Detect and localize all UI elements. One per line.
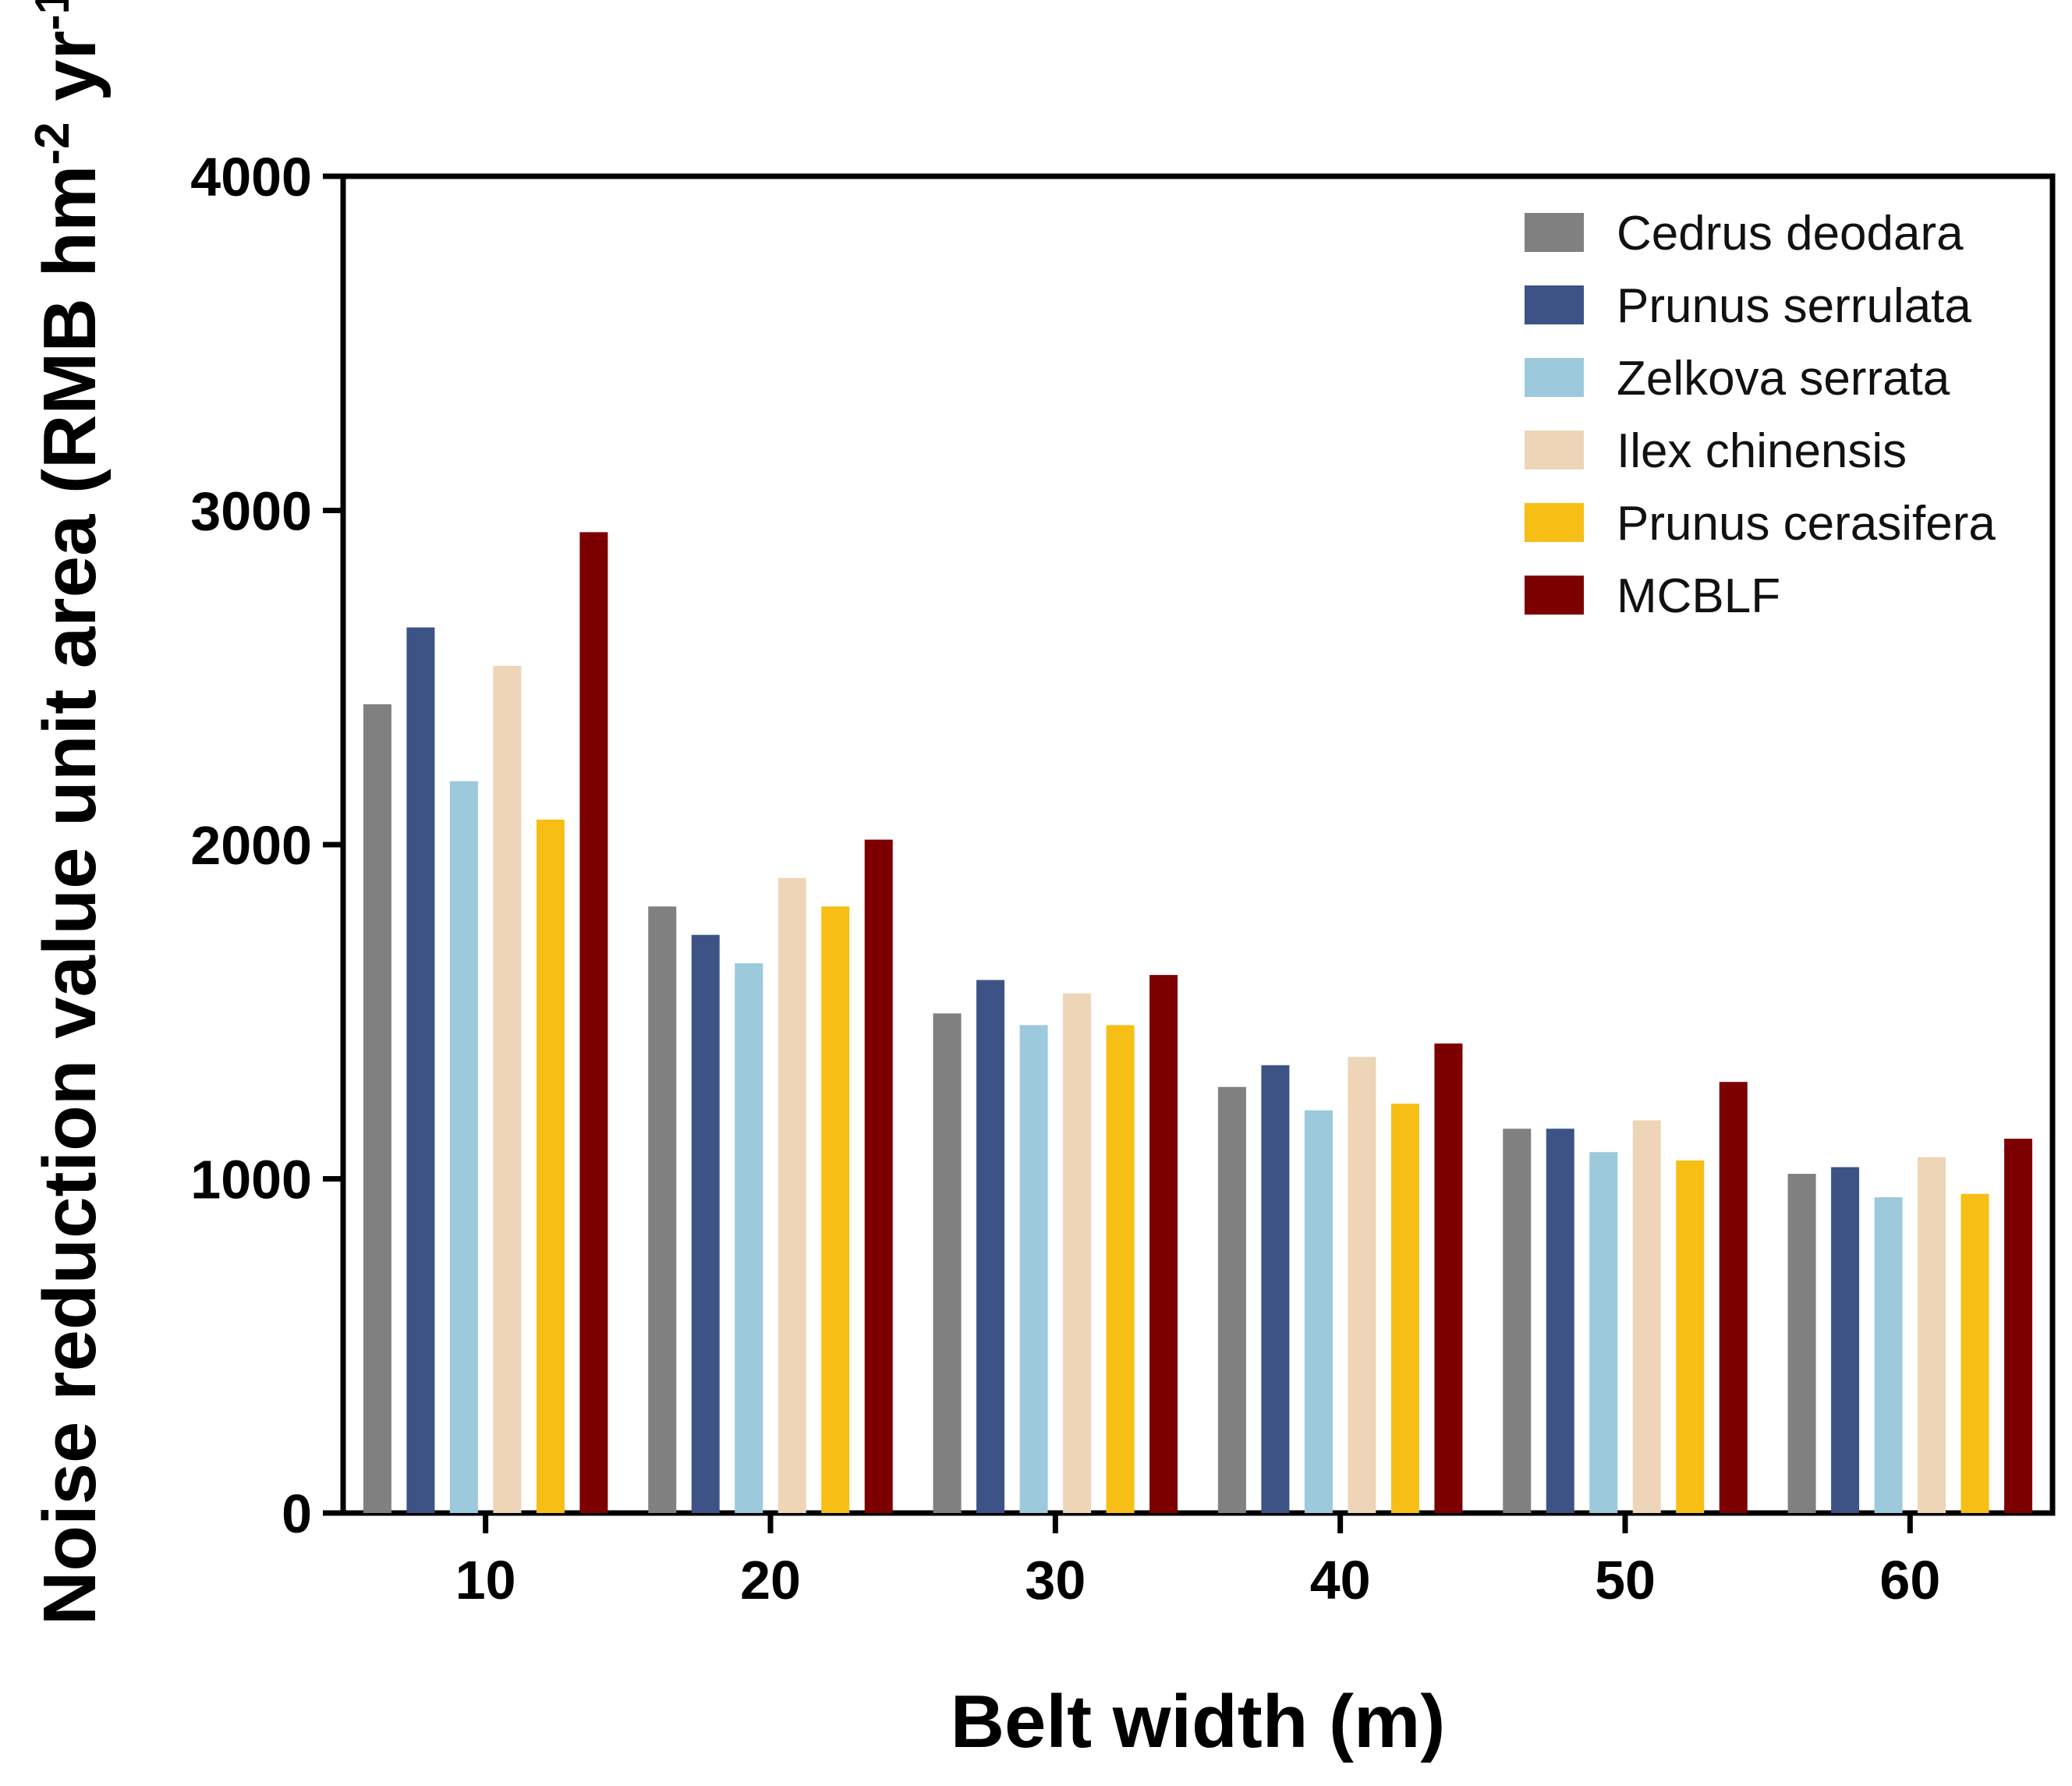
bar (777, 877, 806, 1513)
bar (1261, 1065, 1290, 1513)
x-tick-label: 20 (740, 1550, 801, 1611)
bar (536, 819, 565, 1513)
legend-swatch (1525, 503, 1584, 542)
bar (1304, 1110, 1333, 1513)
y-tick-label: 2000 (190, 815, 312, 876)
y-axis-title-main: Noise reduction value unit area (RMB hm (28, 165, 112, 1625)
bar (1019, 1025, 1048, 1513)
bar (1546, 1129, 1574, 1513)
bar (691, 934, 720, 1513)
bar (449, 781, 478, 1513)
bar (1217, 1086, 1246, 1513)
bar (1719, 1082, 1748, 1513)
bar (1831, 1167, 1860, 1513)
bar (1787, 1174, 1816, 1513)
legend-label: MCBLF (1617, 569, 1780, 623)
bar (1390, 1104, 1419, 1513)
y-tick-label: 4000 (190, 147, 312, 207)
bar (1106, 1025, 1135, 1513)
y-tick-label: 1000 (190, 1150, 312, 1210)
legend-swatch (1525, 576, 1584, 615)
bar (493, 665, 522, 1514)
bar (1918, 1157, 1946, 1513)
legend-swatch (1525, 213, 1584, 252)
bars-layer (363, 532, 2033, 1514)
y-axis-title-sup1: -2 (26, 122, 80, 165)
bar (1874, 1197, 1903, 1513)
y-axis: 0 1000 2000 3000 4000 (190, 147, 343, 1544)
legend-label: Prunus serrulata (1617, 279, 1971, 333)
bar (1348, 1057, 1376, 1513)
legend: Cedrus deodara Prunus serrulata Zelkova se… (1525, 207, 1996, 623)
legend-swatch (1525, 285, 1584, 324)
legend-label: Prunus cerasifera (1617, 497, 1996, 551)
y-axis-title-sup2: -1 (26, 0, 80, 30)
x-tick-label: 40 (1310, 1550, 1371, 1611)
bar (406, 627, 435, 1513)
y-axis-title: Noise reduction value unit area (RMB hm-… (26, 0, 112, 1625)
bar (363, 704, 391, 1513)
legend-label: Cedrus deodara (1617, 207, 1964, 260)
legend-label: Zelkova serrata (1617, 352, 1950, 406)
x-axis: 10 20 30 40 50 60 (455, 1513, 1940, 1611)
bar (864, 839, 893, 1513)
y-tick-label: 3000 (190, 481, 312, 542)
bar (735, 963, 763, 1513)
bar (579, 532, 608, 1513)
y-tick-label: 0 (282, 1483, 312, 1544)
bar (1960, 1193, 1989, 1513)
legend-swatch (1525, 358, 1584, 397)
bar (1149, 975, 1178, 1513)
bar (1589, 1152, 1618, 1513)
y-axis-title-mid: yr (28, 30, 112, 122)
bar (1434, 1043, 1463, 1513)
x-tick-label: 60 (1879, 1550, 1940, 1611)
x-tick-label: 30 (1025, 1550, 1086, 1611)
bar (976, 980, 1005, 1513)
bar (933, 1013, 962, 1513)
legend-swatch (1525, 431, 1584, 470)
x-axis-title: Belt width (m) (951, 1680, 1446, 1763)
bar (1676, 1160, 1705, 1513)
bar (1063, 993, 1092, 1513)
bar (1632, 1120, 1661, 1513)
x-tick-label: 10 (455, 1550, 516, 1611)
bar (648, 906, 677, 1513)
bar (1503, 1129, 1532, 1513)
legend-label: Ilex chinensis (1617, 424, 1907, 478)
bar (821, 906, 850, 1513)
bar (2004, 1139, 2033, 1513)
x-tick-label: 50 (1595, 1550, 1656, 1611)
